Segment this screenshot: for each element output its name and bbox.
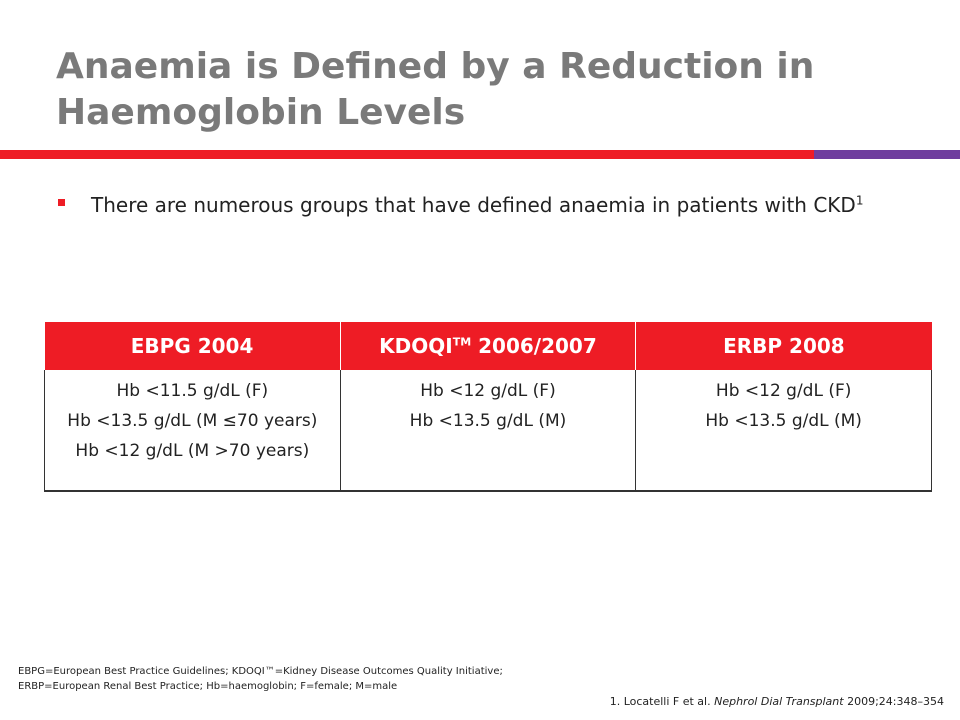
- trademark-mark: TM: [452, 335, 472, 349]
- reference-citation: 1. Locatelli F et al. Nephrol Dial Trans…: [610, 694, 944, 710]
- header-erbp: ERBP 2008: [635, 322, 932, 370]
- bullet-text: There are numerous groups that have defi…: [91, 190, 908, 220]
- citation-journal: Nephrol Dial Transplant: [714, 695, 844, 708]
- criterion-line: Hb <13.5 g/dL (M): [409, 411, 567, 431]
- cell-ebpg: Hb <11.5 g/dL (F) Hb <13.5 g/dL (M ≤70 y…: [44, 370, 341, 492]
- cell-erbp: Hb <12 g/dL (F) Hb <13.5 g/dL (M): [635, 370, 932, 492]
- citation-details: 2009;24:348–354: [843, 695, 944, 708]
- table-row: Hb <11.5 g/dL (F) Hb <13.5 g/dL (M ≤70 y…: [44, 370, 932, 492]
- anaemia-definitions-table: EBPG 2004 KDOQITM 2006/2007 ERBP 2008 Hb…: [44, 322, 932, 492]
- header-label: EBPG 2004: [130, 334, 254, 358]
- footnote-line: ERBP=European Renal Best Practice; Hb=ha…: [18, 681, 398, 692]
- criterion-line: Hb <13.5 g/dL (M): [705, 411, 862, 431]
- header-ebpg: EBPG 2004: [44, 322, 341, 370]
- criterion-line: Hb <11.5 g/dL (F): [116, 381, 269, 401]
- table-header-row: EBPG 2004 KDOQITM 2006/2007 ERBP 2008: [44, 322, 932, 370]
- title-divider-red: [0, 150, 814, 159]
- header-kdoqi: KDOQITM 2006/2007: [340, 322, 637, 370]
- bullet-body: There are numerous groups that have defi…: [91, 193, 856, 217]
- criterion-line: Hb <12 g/dL (F): [715, 381, 852, 401]
- abbreviations-footnote: EBPG=European Best Practice Guidelines; …: [18, 664, 778, 694]
- criterion-line: Hb <12 g/dL (F): [420, 381, 556, 401]
- bullet-reference: 1: [855, 193, 864, 208]
- slide-title: Anaemia is Defined by a Reduction in Hae…: [56, 46, 815, 133]
- cell-kdoqi: Hb <12 g/dL (F) Hb <13.5 g/dL (M): [339, 370, 637, 492]
- criterion-line: Hb <12 g/dL (M >70 years): [75, 441, 310, 461]
- header-label: ERBP 2008: [723, 334, 845, 358]
- square-bullet-icon: [58, 199, 65, 206]
- citation-authors: 1. Locatelli F et al.: [609, 695, 715, 708]
- footnote-line: EBPG=European Best Practice Guidelines; …: [18, 666, 503, 677]
- criterion-line: Hb <13.5 g/dL (M ≤70 years): [67, 411, 318, 431]
- header-label-years: 2006/2007: [471, 334, 597, 358]
- title-divider-purple: [814, 150, 960, 159]
- bullet-item: There are numerous groups that have defi…: [58, 190, 908, 220]
- header-label: KDOQI: [379, 334, 453, 358]
